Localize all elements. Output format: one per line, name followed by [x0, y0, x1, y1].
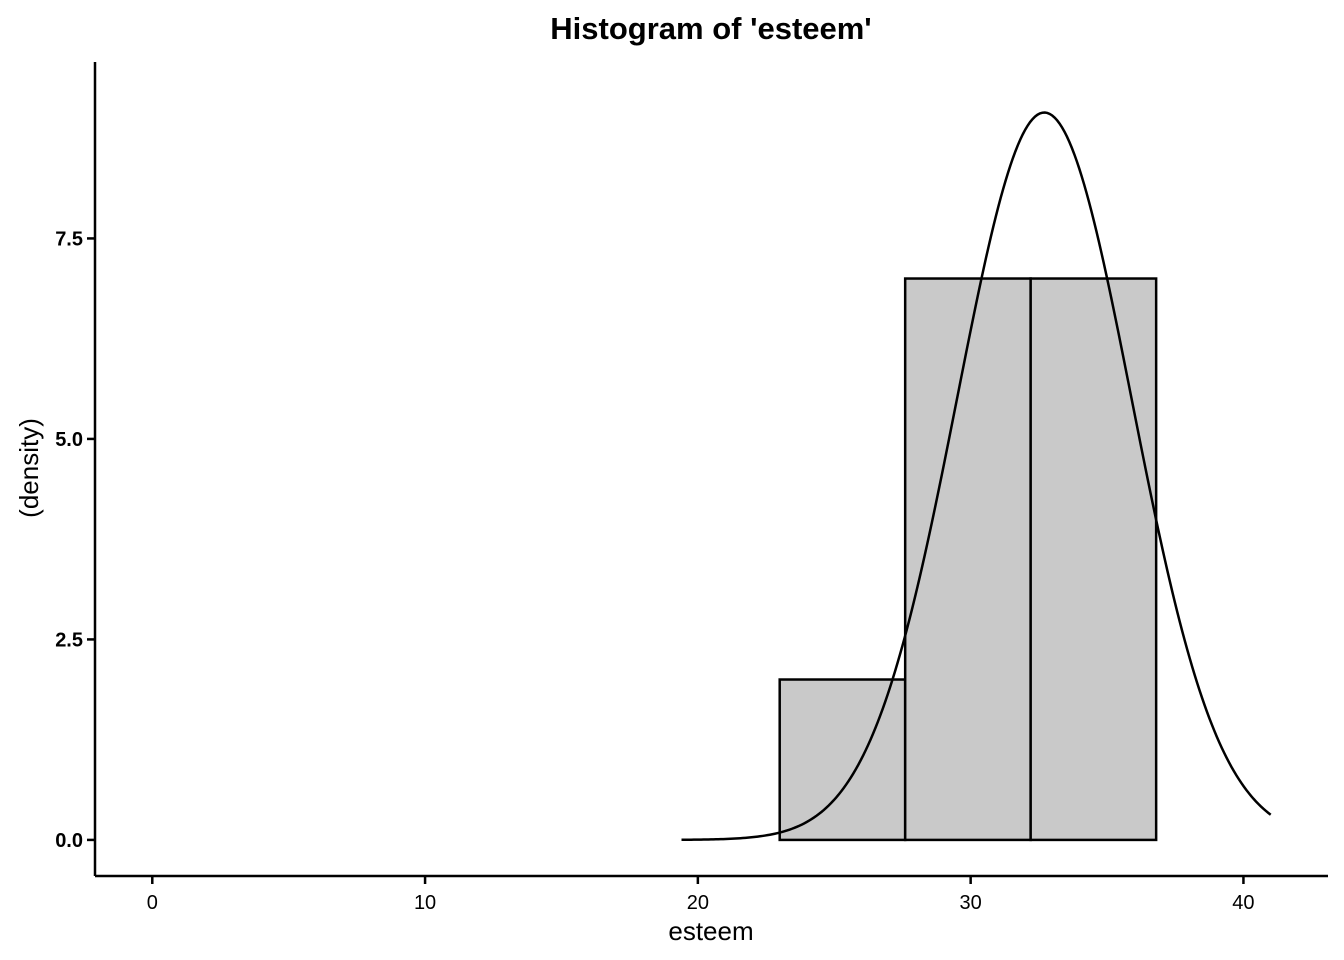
histogram-bar-6 [903, 277, 1032, 842]
x-tick-label: 40 [1232, 892, 1254, 914]
y-tick-label: 0.0 [55, 830, 83, 852]
y-axis-label: (density) [14, 418, 44, 518]
x-tick-label: 20 [687, 892, 709, 914]
y-tick-label: 7.5 [55, 228, 83, 250]
y-tick-label: 2.5 [55, 629, 83, 651]
x-axis-ticks: 0 10 20 30 40 [147, 876, 1255, 914]
y-axis-ticks: 0.0 2.5 5.0 7.5 [55, 228, 95, 852]
histogram-bar-7 [1029, 277, 1158, 842]
density-curve [681, 111, 1272, 842]
chart-title: Histogram of 'esteem' [550, 11, 871, 46]
x-tick-label: 30 [960, 892, 982, 914]
histogram-bar-5 [778, 678, 907, 842]
x-tick-label: 10 [414, 892, 436, 914]
histogram-bars [778, 277, 1158, 842]
x-axis-label: esteem [668, 916, 753, 946]
y-tick-label: 5.0 [55, 429, 83, 451]
x-tick-label: 0 [147, 892, 158, 914]
